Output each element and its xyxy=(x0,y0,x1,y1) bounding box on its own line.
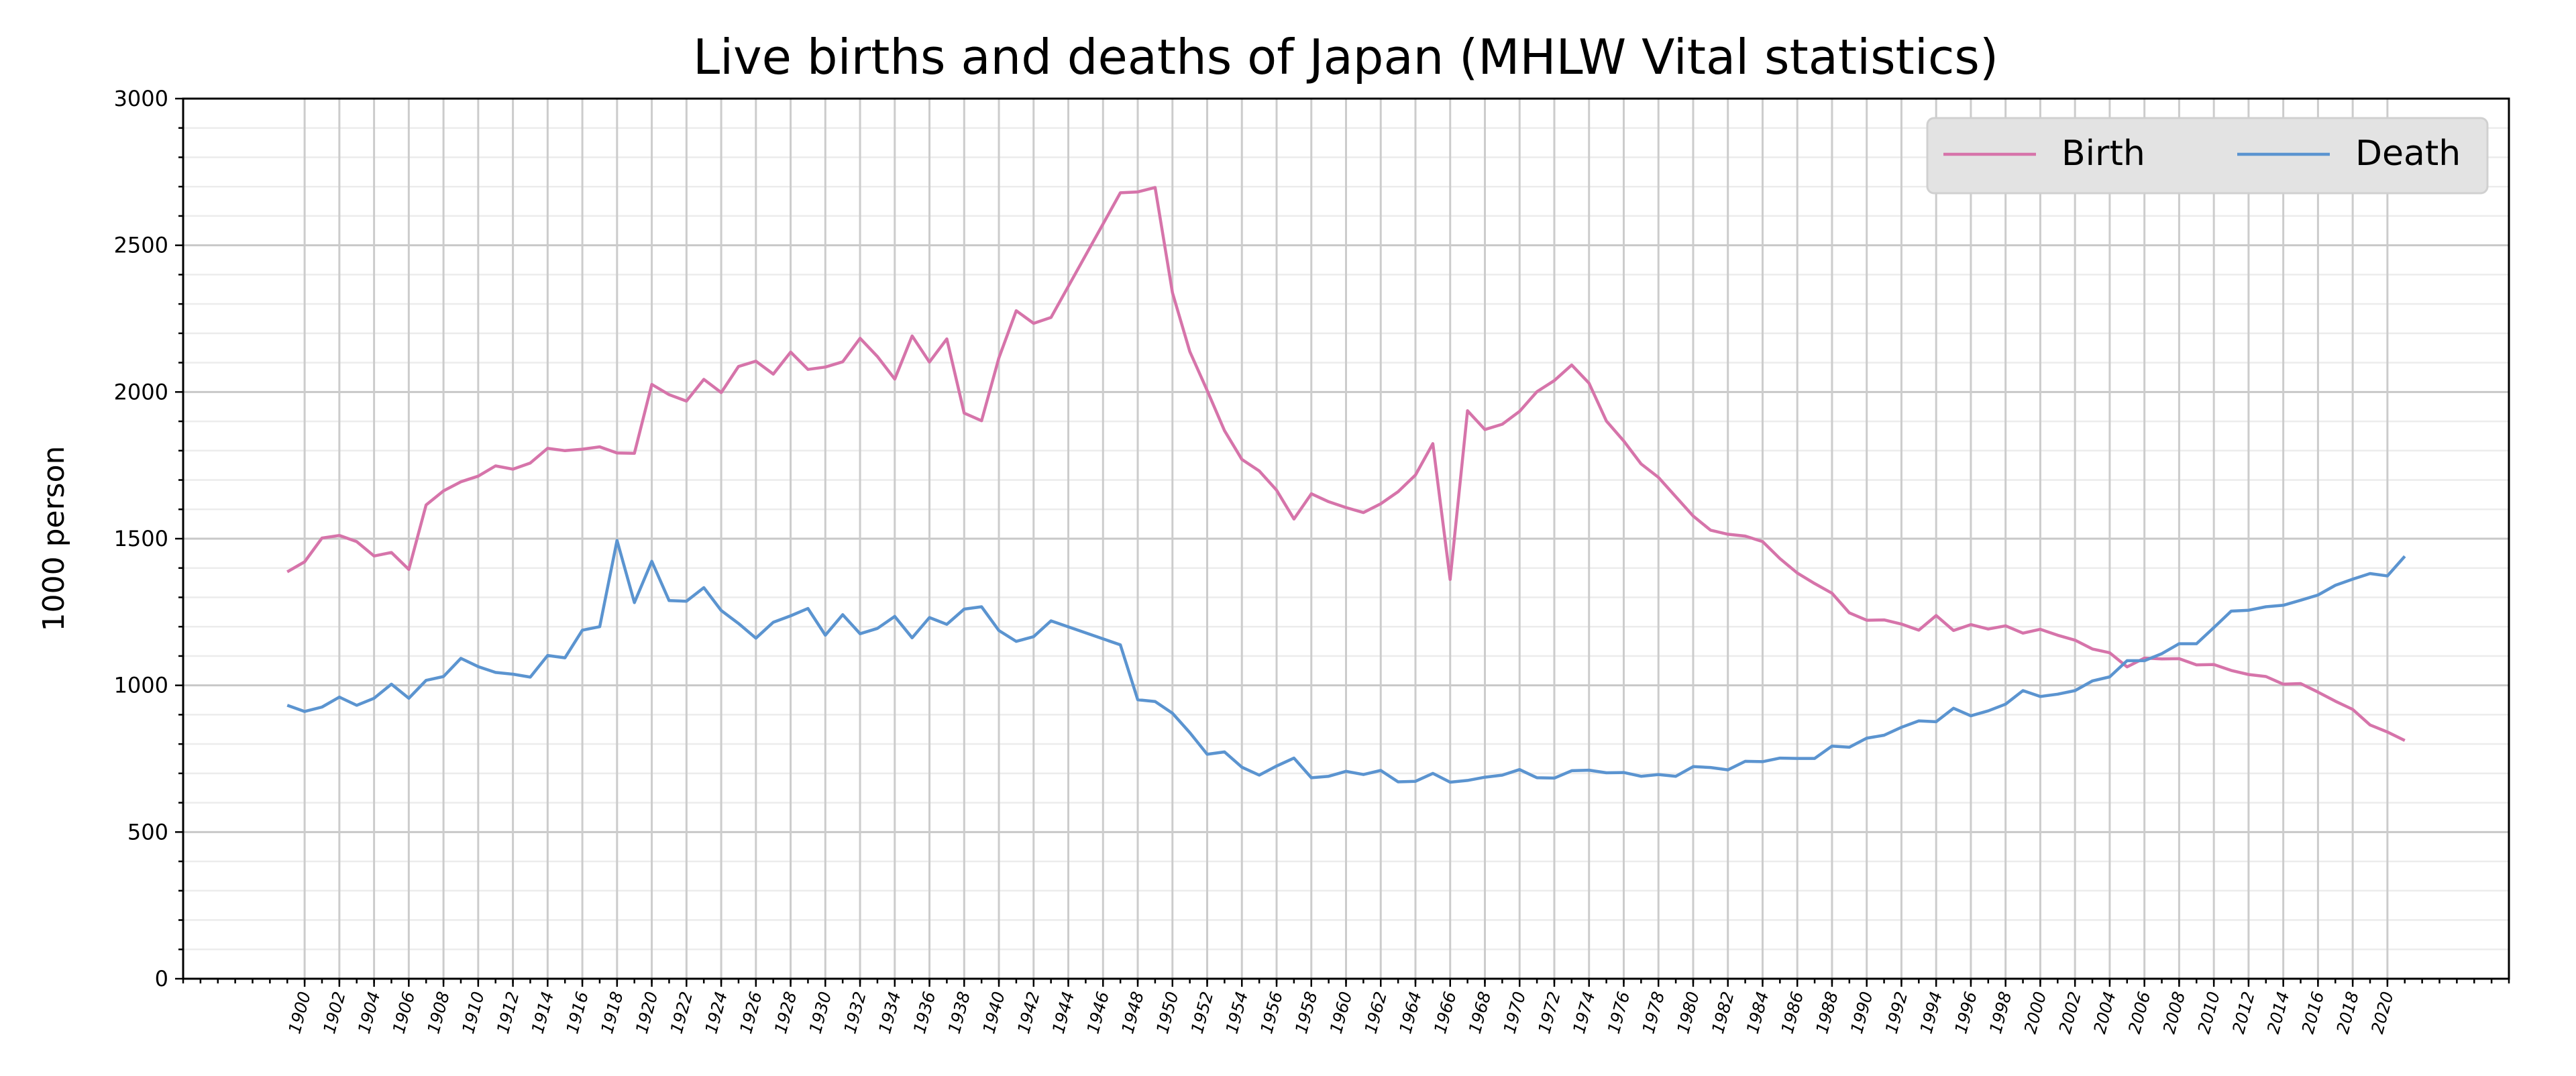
x-tick-label: 1984 xyxy=(1743,989,1772,1036)
grid xyxy=(183,97,2509,980)
x-tick-label: 1972 xyxy=(1534,989,1564,1036)
x-tick-label: 1926 xyxy=(736,989,765,1036)
x-tick-label: 1986 xyxy=(1778,989,1807,1036)
x-tick-label: 1990 xyxy=(1847,989,1876,1036)
y-tick-label: 500 xyxy=(127,819,168,845)
x-tick-label: 1962 xyxy=(1361,989,1391,1036)
x-tick-label: 2014 xyxy=(2263,989,2293,1036)
x-tick-label: 2012 xyxy=(2229,989,2258,1036)
chart-title: Live births and deaths of Japan (MHLW Vi… xyxy=(693,29,1998,85)
x-tick-label: 1950 xyxy=(1152,989,1182,1036)
x-tick-label: 1956 xyxy=(1256,989,1286,1036)
x-tick-label: 1942 xyxy=(1014,989,1043,1036)
x-tick-label: 1906 xyxy=(389,989,419,1036)
x-tick-label: 1978 xyxy=(1639,989,1668,1036)
y-tick-label: 0 xyxy=(155,966,168,991)
x-tick-label: 1908 xyxy=(423,989,453,1036)
x-tick-label: 1918 xyxy=(597,989,627,1036)
legend-label-birth: Birth xyxy=(2061,133,2145,174)
x-tick-label: 1948 xyxy=(1118,989,1147,1036)
x-tick-label: 1934 xyxy=(875,989,904,1036)
x-tick-label: 1944 xyxy=(1049,989,1078,1036)
x-tick-label: 1916 xyxy=(562,989,592,1036)
x-tick-label: 1932 xyxy=(840,989,869,1036)
legend: Birth Death xyxy=(1926,117,2489,195)
x-tick-label: 1996 xyxy=(1951,989,1980,1036)
x-tick-label: 1900 xyxy=(284,989,314,1036)
x-tick-label: 1946 xyxy=(1083,989,1113,1036)
x-tick-label: 1928 xyxy=(771,989,800,1036)
x-tick-label: 1992 xyxy=(1882,989,1911,1036)
x-tick-label: 1936 xyxy=(910,989,939,1036)
x-tick-label: 2008 xyxy=(2159,989,2189,1036)
x-tick-label: 2010 xyxy=(2194,989,2223,1036)
x-tick-label: 1966 xyxy=(1430,989,1460,1036)
x-tick-label: 1970 xyxy=(1500,989,1529,1036)
x-tick-label: 1960 xyxy=(1326,989,1356,1036)
x-tick-label: 1952 xyxy=(1187,989,1217,1036)
x-tick-label: 2004 xyxy=(2090,989,2119,1036)
x-tick-label: 2016 xyxy=(2298,989,2328,1036)
y-tick-label: 1000 xyxy=(114,673,168,698)
y-axis-label: 1000 person xyxy=(37,446,71,632)
x-tick-label: 1982 xyxy=(1708,989,1737,1036)
x-tick-label: 1912 xyxy=(493,989,523,1036)
x-tick-label: 1976 xyxy=(1604,989,1633,1036)
series-line-birth xyxy=(286,186,2406,742)
x-tick-label: 1924 xyxy=(701,989,731,1036)
x-tick-label: 1958 xyxy=(1291,989,1321,1036)
x-tick-label: 1922 xyxy=(667,989,696,1036)
x-tick-label: 1938 xyxy=(945,989,974,1036)
x-tick-label: 2018 xyxy=(2332,989,2362,1036)
x-tick-label: 1994 xyxy=(1917,989,1946,1036)
x-tick-label: 1920 xyxy=(632,989,661,1036)
x-tick-label: 1988 xyxy=(1812,989,1841,1036)
x-tick-label: 2020 xyxy=(2367,989,2397,1036)
x-tick-label: 1964 xyxy=(1395,989,1425,1036)
x-tick-label: 1954 xyxy=(1222,989,1252,1036)
x-tick-label: 1930 xyxy=(806,989,835,1036)
y-tick-label: 2500 xyxy=(114,233,168,258)
x-tick-label: 2002 xyxy=(2055,989,2084,1036)
legend-label-death: Death xyxy=(2355,133,2461,174)
series-lines xyxy=(286,186,2406,784)
x-tick-label: 1968 xyxy=(1465,989,1495,1036)
x-tick-label: 1904 xyxy=(354,989,384,1036)
x-tick-label: 1940 xyxy=(979,989,1008,1036)
x-tick-label: 2006 xyxy=(2125,989,2154,1036)
x-tick-label: 2000 xyxy=(2021,989,2050,1036)
x-tick-label: 1974 xyxy=(1569,989,1599,1036)
x-tick-label: 1914 xyxy=(528,989,557,1036)
y-tick-label: 1500 xyxy=(114,526,168,551)
legend-box xyxy=(1926,117,2489,195)
y-tick-label: 3000 xyxy=(114,86,168,111)
y-tick-label: 2000 xyxy=(114,379,168,405)
x-tick-label: 1980 xyxy=(1673,989,1703,1036)
series-line-death xyxy=(286,539,2406,784)
x-tick-label: 1910 xyxy=(458,989,488,1036)
x-tick-label: 1902 xyxy=(319,989,349,1036)
x-tick-label: 1998 xyxy=(1986,989,2015,1036)
